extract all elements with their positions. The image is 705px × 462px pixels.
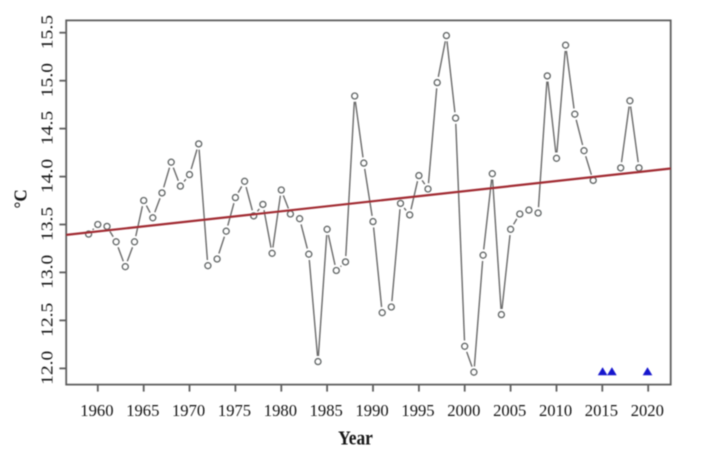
svg-text:1985: 1985: [310, 401, 343, 420]
svg-text:Year: Year: [338, 427, 373, 450]
svg-text:12.5: 12.5: [38, 303, 56, 337]
svg-text:15.5: 15.5: [38, 15, 56, 49]
svg-text:°C: °C: [10, 189, 31, 208]
svg-text:14.0: 14.0: [38, 159, 56, 193]
svg-text:1960: 1960: [80, 401, 113, 420]
svg-text:1980: 1980: [264, 401, 297, 420]
svg-text:13.5: 13.5: [38, 207, 56, 241]
svg-text:1965: 1965: [126, 401, 159, 420]
svg-text:12.0: 12.0: [38, 351, 56, 385]
svg-text:2020: 2020: [631, 401, 664, 420]
svg-text:1995: 1995: [401, 401, 434, 420]
svg-text:1975: 1975: [218, 401, 251, 420]
svg-text:15.0: 15.0: [38, 63, 56, 97]
svg-text:2010: 2010: [539, 401, 572, 420]
svg-text:1990: 1990: [356, 401, 389, 420]
svg-text:13.0: 13.0: [38, 255, 56, 289]
svg-text:1970: 1970: [172, 401, 205, 420]
svg-text:2000: 2000: [447, 401, 480, 420]
svg-text:2005: 2005: [493, 401, 526, 420]
svg-text:14.5: 14.5: [38, 111, 56, 145]
svg-text:2015: 2015: [585, 401, 618, 420]
